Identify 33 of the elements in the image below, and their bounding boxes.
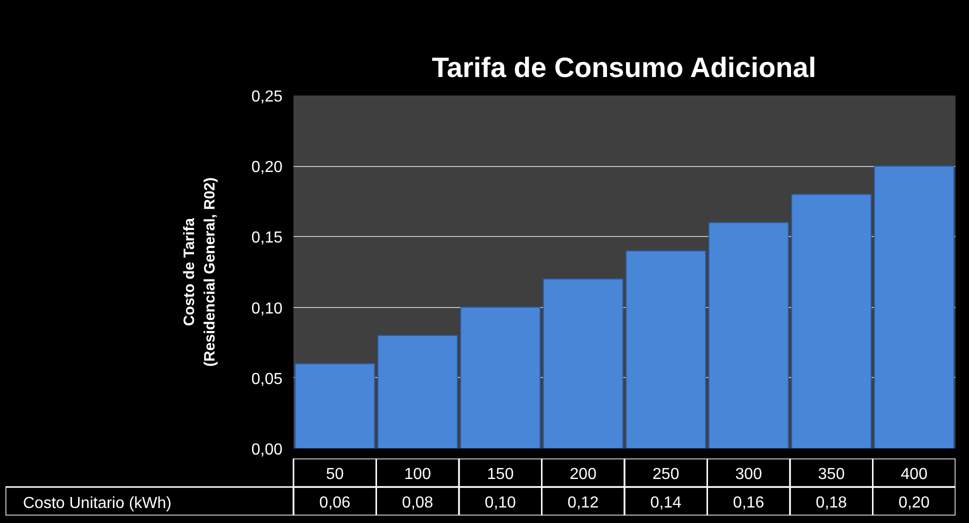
- chart-title: Tarifa de Consumo Adicional: [432, 52, 816, 83]
- bar: [377, 335, 458, 448]
- x-tick-label: 50: [326, 466, 344, 483]
- x-tick-label: 100: [404, 466, 432, 483]
- x-tick-label: 350: [818, 466, 845, 483]
- y-tick-label: 0,25: [251, 88, 283, 106]
- x-tick-label: 150: [487, 466, 514, 483]
- y-axis-title: Costo de Tarifa (Residencial General, R02): [180, 177, 218, 367]
- data-label: 0,06: [319, 494, 351, 512]
- data-label: 0,16: [733, 494, 764, 512]
- bar: [626, 250, 706, 448]
- y-tick-label: 0,05: [251, 370, 283, 388]
- data-label: 0,14: [650, 494, 682, 512]
- text: Costo Unitario (kWh): [23, 495, 172, 513]
- bar: [542, 278, 624, 448]
- data-label: 0,08: [402, 494, 434, 512]
- x-tick-label: 400: [900, 466, 928, 483]
- y-tick-label: 0,00: [251, 442, 283, 458]
- y-tick-label: 0,20: [251, 159, 283, 176]
- bar: [460, 306, 541, 448]
- x-tick-label: 300: [735, 466, 762, 483]
- x-tick-label: 250: [652, 466, 680, 483]
- y-tick-label: 0,15: [251, 230, 283, 247]
- bar: [294, 363, 376, 448]
- data-label: 0,20: [898, 494, 930, 512]
- data-label: 0,18: [816, 494, 848, 512]
- data-label: 0,10: [484, 494, 516, 512]
- y-tick-label: 0,10: [251, 300, 283, 318]
- bar: [708, 222, 789, 448]
- x-tick-label: 200: [570, 466, 597, 483]
- bar: [791, 194, 872, 448]
- data-label: 0,12: [568, 494, 599, 512]
- bar: [874, 166, 954, 448]
